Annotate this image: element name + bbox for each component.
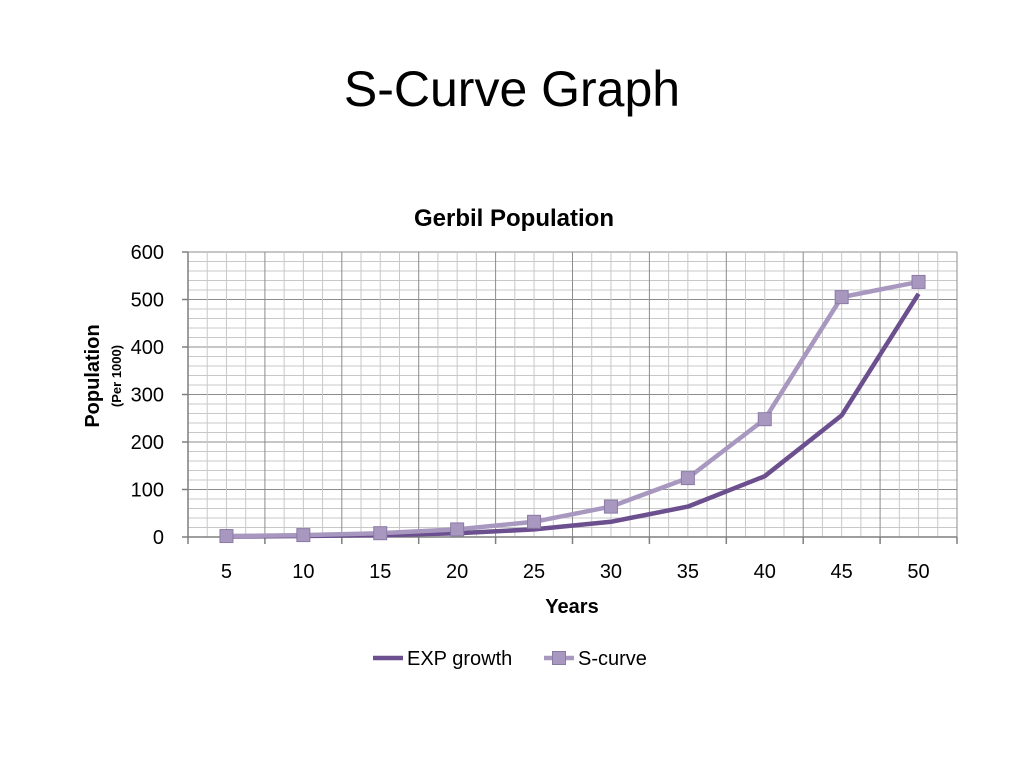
y-tick-label: 300 (131, 385, 164, 407)
grid-lines (187, 251, 958, 538)
x-tick-label: 5 (221, 561, 232, 583)
chart-legend: EXP growth S-curve (373, 648, 647, 670)
data-point-marker (603, 499, 618, 514)
x-axis-label: Years (545, 596, 598, 618)
y-tick-label: 400 (131, 337, 164, 359)
legend-label-scurve: S-curve (578, 648, 647, 670)
x-tick-label: 10 (292, 561, 314, 583)
legend-marker-scurve (552, 651, 566, 665)
data-point-marker (296, 528, 311, 543)
x-tick-label: 50 (907, 561, 929, 583)
x-tick-label: 30 (600, 561, 622, 583)
data-point-marker (527, 514, 542, 529)
x-tick-label: 25 (523, 561, 545, 583)
series-line-2 (226, 279, 919, 539)
data-point-marker (911, 274, 926, 289)
data-point-marker (219, 529, 234, 544)
y-axis-sublabel: (Per 1000) (109, 345, 124, 407)
data-point-marker (373, 526, 388, 541)
data-point-marker (834, 290, 849, 305)
y-tick-label: 600 (131, 242, 164, 264)
series-lines (219, 274, 926, 544)
x-tick-label: 20 (446, 561, 468, 583)
data-point-marker (680, 471, 695, 486)
x-tick-label: 45 (831, 561, 853, 583)
data-point-marker (450, 522, 465, 537)
y-tick-label: 100 (131, 480, 164, 502)
x-tick-label: 15 (369, 561, 391, 583)
y-tick-label: 200 (131, 432, 164, 454)
slide-title: S-Curve Graph (343, 61, 681, 117)
y-axis-label: Population (82, 324, 104, 427)
data-point-marker (757, 412, 772, 427)
chart-title: Gerbil Population (414, 205, 614, 232)
x-tick-label: 35 (677, 561, 699, 583)
x-tick-label: 40 (754, 561, 776, 583)
chart-labels: Gerbil Population Years Population (Per 100… (82, 205, 614, 618)
y-tick-label: 500 (131, 290, 164, 312)
legend-label-exp: EXP growth (407, 648, 512, 670)
y-tick-label: 0 (153, 527, 164, 549)
